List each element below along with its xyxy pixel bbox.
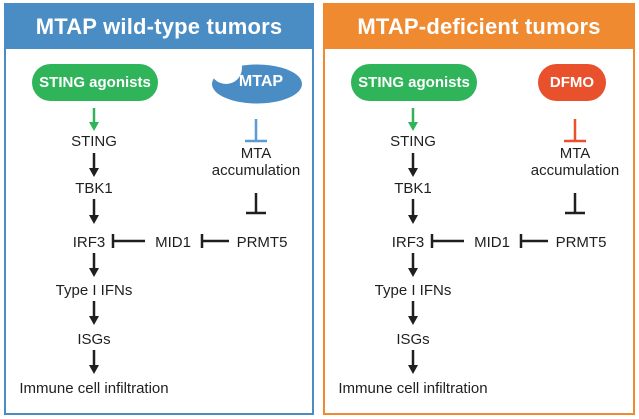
- node-sting: STING: [390, 133, 436, 150]
- arrow-agonist-to-sting: [408, 108, 418, 131]
- arrow-tbk1-to-irf3: [89, 199, 99, 224]
- arrow-irf3-to-ifns: [408, 253, 418, 277]
- connector-layer: [408, 108, 586, 374]
- pathway-diagram: STING agonists DFMO STING TBK1 IRF3 MID1…: [325, 49, 633, 413]
- sting-agonists-node: STING agonists: [351, 64, 477, 101]
- arrow-ifns-to-isgs: [89, 301, 99, 325]
- dfmo-node: DFMO: [538, 64, 606, 101]
- node-tbk1: TBK1: [75, 180, 113, 197]
- arrow-sting-to-tbk1: [89, 153, 99, 177]
- node-sting: STING: [71, 133, 117, 150]
- panel-title: MTAP wild-type tumors: [6, 5, 312, 49]
- node-mta-accumulation: MTA accumulation: [212, 145, 300, 179]
- node-irf3: IRF3: [72, 234, 106, 251]
- arrow-isgs-to-immune: [408, 350, 418, 374]
- node-irf3: IRF3: [391, 234, 425, 251]
- node-mta-accumulation: MTA accumulation: [531, 145, 619, 179]
- inhibit-dfmo-to-mta: [564, 119, 586, 143]
- arrow-ifns-to-isgs: [408, 301, 418, 325]
- node-immune-cell-infiltration: Immune cell infiltration: [19, 380, 169, 397]
- node-type-i-ifns: Type I IFNs: [374, 282, 452, 299]
- mtap-node-label: MTAP: [238, 73, 284, 90]
- node-isgs: ISGs: [396, 331, 430, 348]
- pathway-diagram: STING agonists MTAP STING TBK1 IRF3 MID1…: [6, 49, 312, 413]
- inhibit-mid1-to-irf3: [111, 234, 145, 248]
- arrow-irf3-to-ifns: [89, 253, 99, 277]
- node-type-i-ifns: Type I IFNs: [55, 282, 133, 299]
- mta-line2: accumulation: [530, 162, 620, 179]
- panel-mtap-wildtype: MTAP wild-type tumors STING agonists MTA…: [4, 3, 314, 415]
- mta-line1: MTA: [240, 145, 272, 162]
- inhibit-mtap-to-mta: [245, 119, 267, 143]
- node-tbk1: TBK1: [394, 180, 432, 197]
- arrow-sting-to-tbk1: [408, 153, 418, 177]
- arrow-agonist-to-sting: [89, 108, 99, 131]
- arrow-isgs-to-immune: [89, 350, 99, 374]
- node-mid1: MID1: [155, 234, 191, 251]
- mta-line1: MTA: [559, 145, 591, 162]
- panel-mtap-deficient: MTAP-deficient tumors STING agonists DFM…: [323, 3, 635, 415]
- node-isgs: ISGs: [77, 331, 111, 348]
- panel-title: MTAP-deficient tumors: [325, 5, 633, 49]
- inhibit-mta-to-prmt5: [565, 193, 585, 215]
- node-prmt5: PRMT5: [555, 234, 607, 251]
- inhibit-prmt5-to-mid1: [519, 234, 548, 248]
- arrow-tbk1-to-irf3: [408, 199, 418, 224]
- sting-agonists-node: STING agonists: [32, 64, 158, 101]
- mta-line2: accumulation: [211, 162, 301, 179]
- node-immune-cell-infiltration: Immune cell infiltration: [338, 380, 488, 397]
- inhibit-prmt5-to-mid1: [200, 234, 229, 248]
- node-mid1: MID1: [474, 234, 510, 251]
- node-prmt5: PRMT5: [236, 234, 288, 251]
- inhibit-mta-to-prmt5: [246, 193, 266, 215]
- inhibit-mid1-to-irf3: [430, 234, 464, 248]
